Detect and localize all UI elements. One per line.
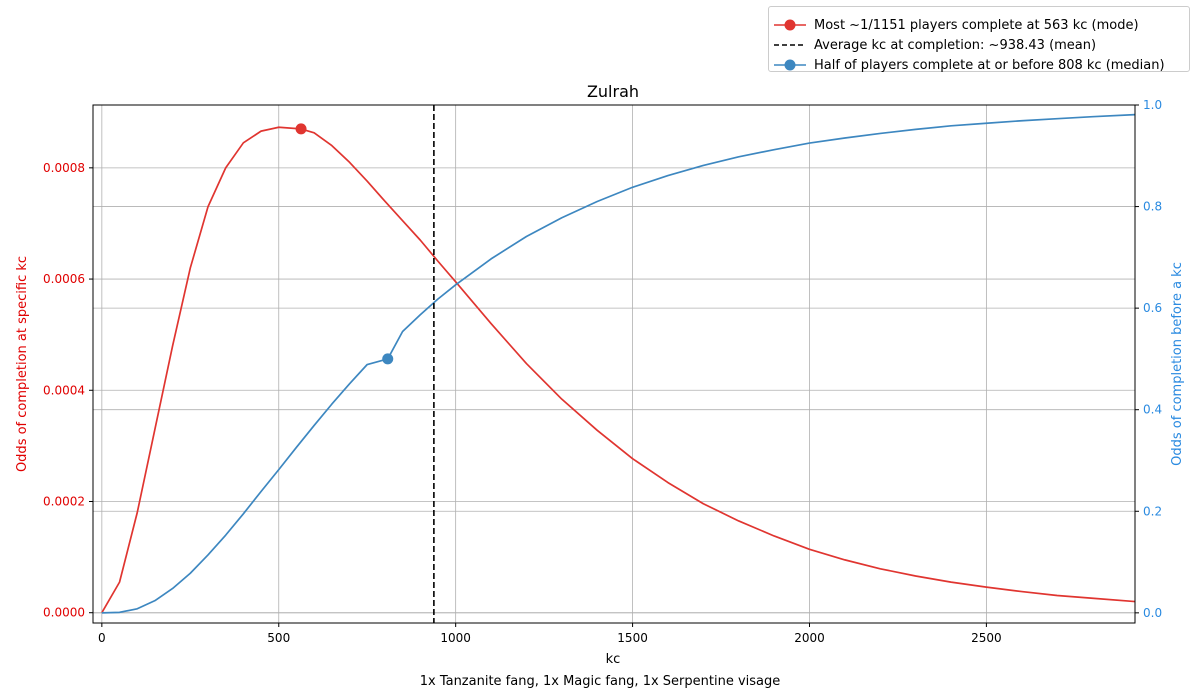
legend-item-median: Half of players complete at or before 80…	[769, 55, 1165, 75]
y-right-tick-label: 0.0	[1143, 606, 1162, 620]
axis-layer: 0 500 1000 1500 2000 2500 0.0000 0.0002 0.0004 0.…	[43, 98, 1162, 645]
chart-legend: Most ~1/1151 players complete at 563 kc …	[768, 6, 1190, 75]
y-right-tick-label: 0.8	[1143, 200, 1162, 214]
y-right-tick-label: 0.6	[1143, 301, 1162, 315]
y-left-tick-label: 0.0002	[43, 494, 85, 508]
mode-marker-point	[295, 123, 307, 135]
x-tick-label: 2500	[971, 631, 1002, 645]
chart-title: Zulrah	[587, 82, 639, 101]
chart-caption: 1x Tanzanite fang, 1x Magic fang, 1x Ser…	[419, 674, 781, 689]
legend-swatch-median	[774, 59, 806, 71]
x-axis-label: kc	[606, 652, 621, 667]
y-right-axis-label: Odds of completion before a kc	[1170, 262, 1185, 466]
legend-label-mode: Most ~1/1151 players complete at 563 kc …	[814, 17, 1139, 33]
series-layer	[101, 105, 1136, 623]
x-tick-label: 2000	[794, 631, 825, 645]
x-tick-label: 500	[267, 631, 290, 645]
y-right-tick-label: 0.2	[1143, 504, 1162, 518]
legend-item-mode: Most ~1/1151 players complete at 563 kc …	[769, 15, 1139, 35]
y-left-tick-label: 0.0006	[43, 272, 85, 286]
y-right-tick-label: 0.4	[1143, 403, 1162, 417]
y-left-tick-label: 0.0004	[43, 383, 85, 397]
legend-label-mean: Average kc at completion: ~938.43 (mean)	[814, 37, 1097, 53]
y-left-tick-label: 0.0000	[43, 606, 85, 620]
mode-curve-line	[101, 126, 1136, 614]
grid-layer	[93, 104, 1135, 623]
plot-frame	[92, 104, 1136, 624]
x-tick-label: 0	[98, 631, 106, 645]
x-tick-label: 1000	[440, 631, 471, 645]
y-left-axis-label: Odds of completion at specific kc	[15, 256, 30, 472]
median-curve-line	[101, 113, 1136, 614]
legend-swatch-mode	[774, 19, 806, 31]
y-right-tick-label: 1.0	[1143, 98, 1162, 112]
legend-swatch-mean	[774, 44, 806, 46]
legend-item-mean: Average kc at completion: ~938.43 (mean)	[769, 35, 1096, 55]
y-left-tick-label: 0.0008	[43, 161, 85, 175]
legend-label-median: Half of players complete at or before 80…	[814, 57, 1165, 73]
x-tick-label: 1500	[617, 631, 648, 645]
median-marker-point	[382, 353, 394, 365]
